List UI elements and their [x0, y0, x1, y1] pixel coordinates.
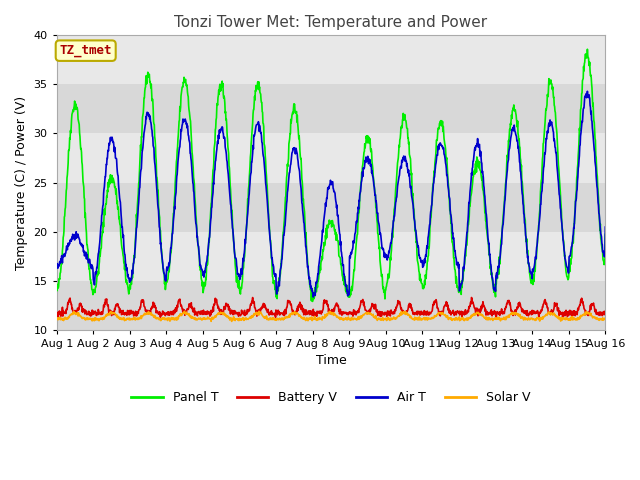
Solar V [488, 317, 496, 323]
Bar [57, 182, 605, 231]
Air T [602, 224, 609, 230]
Panel T [488, 277, 496, 283]
Y-axis label: Temperature (C) / Power (V): Temperature (C) / Power (V) [15, 96, 28, 270]
Bar [57, 36, 605, 84]
Panel T [537, 189, 545, 194]
Battery V [468, 295, 476, 300]
Battery V [488, 309, 496, 315]
Bar [57, 133, 605, 182]
Panel T [161, 287, 169, 292]
Air T [53, 262, 61, 267]
Bar [57, 231, 605, 281]
Air T [584, 88, 591, 94]
Line: Solar V: Solar V [57, 311, 605, 322]
X-axis label: Time: Time [316, 354, 346, 367]
Line: Air T: Air T [57, 91, 605, 297]
Air T [310, 294, 317, 300]
Bar [57, 84, 605, 133]
Battery V [53, 313, 61, 319]
Text: TZ_tmet: TZ_tmet [60, 44, 112, 57]
Air T [537, 202, 545, 207]
Solar V [602, 315, 609, 321]
Panel T [308, 299, 316, 304]
Bar [57, 281, 605, 330]
Solar V [53, 316, 61, 322]
Battery V [537, 309, 545, 315]
Line: Battery V: Battery V [57, 298, 605, 317]
Air T [175, 150, 182, 156]
Air T [161, 274, 169, 280]
Title: Tonzi Tower Met: Temperature and Power: Tonzi Tower Met: Temperature and Power [175, 15, 488, 30]
Battery V [175, 298, 182, 303]
Solar V [228, 319, 236, 324]
Solar V [237, 317, 244, 323]
Panel T [417, 278, 424, 284]
Line: Panel T: Panel T [57, 49, 605, 301]
Solar V [175, 313, 182, 319]
Solar V [161, 316, 169, 322]
Battery V [602, 311, 609, 316]
Solar V [255, 308, 263, 314]
Legend: Panel T, Battery V, Air T, Solar V: Panel T, Battery V, Air T, Solar V [127, 386, 536, 409]
Air T [417, 255, 424, 261]
Solar V [417, 315, 424, 321]
Panel T [236, 290, 244, 296]
Battery V [272, 314, 280, 320]
Panel T [53, 286, 61, 292]
Battery V [417, 312, 424, 317]
Battery V [236, 312, 244, 318]
Panel T [602, 231, 609, 237]
Panel T [584, 47, 591, 52]
Solar V [537, 316, 545, 322]
Battery V [161, 313, 169, 319]
Panel T [175, 125, 182, 131]
Air T [236, 271, 244, 277]
Air T [488, 275, 496, 280]
